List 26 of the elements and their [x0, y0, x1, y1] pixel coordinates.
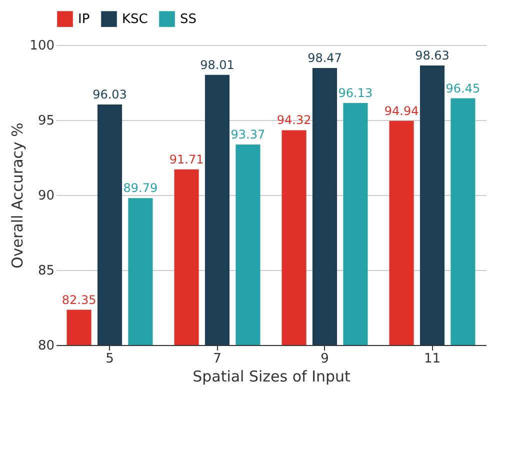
- y-tick-label: 95: [38, 114, 54, 128]
- data-label: 89.79: [123, 181, 158, 196]
- legend-label: KSC: [122, 12, 148, 28]
- y-axis-title: Overall Accuracy %: [8, 122, 27, 268]
- data-label: 94.94: [384, 104, 419, 118]
- legend-label: IP: [78, 12, 90, 28]
- data-label: 94.32: [276, 113, 312, 128]
- data-label: 98.01: [200, 58, 234, 72]
- y-tick-label: 100: [30, 38, 54, 54]
- data-label: 98.63: [415, 48, 450, 63]
- data-label: 91.71: [169, 152, 204, 166]
- data-label: 98.47: [308, 50, 342, 65]
- y-tick-label: 80: [38, 338, 54, 354]
- data-label: 96.13: [338, 86, 373, 100]
- x-axis-title: Spatial Sizes of Input: [192, 368, 351, 386]
- data-label: 96.03: [92, 88, 127, 102]
- x-tick-label: 5: [106, 352, 114, 366]
- x-tick-label: 7: [213, 352, 222, 366]
- data-label: 96.45: [446, 81, 480, 96]
- data-label: 82.35: [62, 292, 96, 307]
- data-label: 93.37: [230, 127, 266, 142]
- y-tick-label: 90: [38, 188, 54, 204]
- legend-label: SS: [180, 12, 197, 28]
- x-tick-label: 9: [320, 352, 329, 366]
- y-tick-label: 85: [38, 264, 54, 278]
- x-tick-label: 11: [424, 352, 441, 366]
